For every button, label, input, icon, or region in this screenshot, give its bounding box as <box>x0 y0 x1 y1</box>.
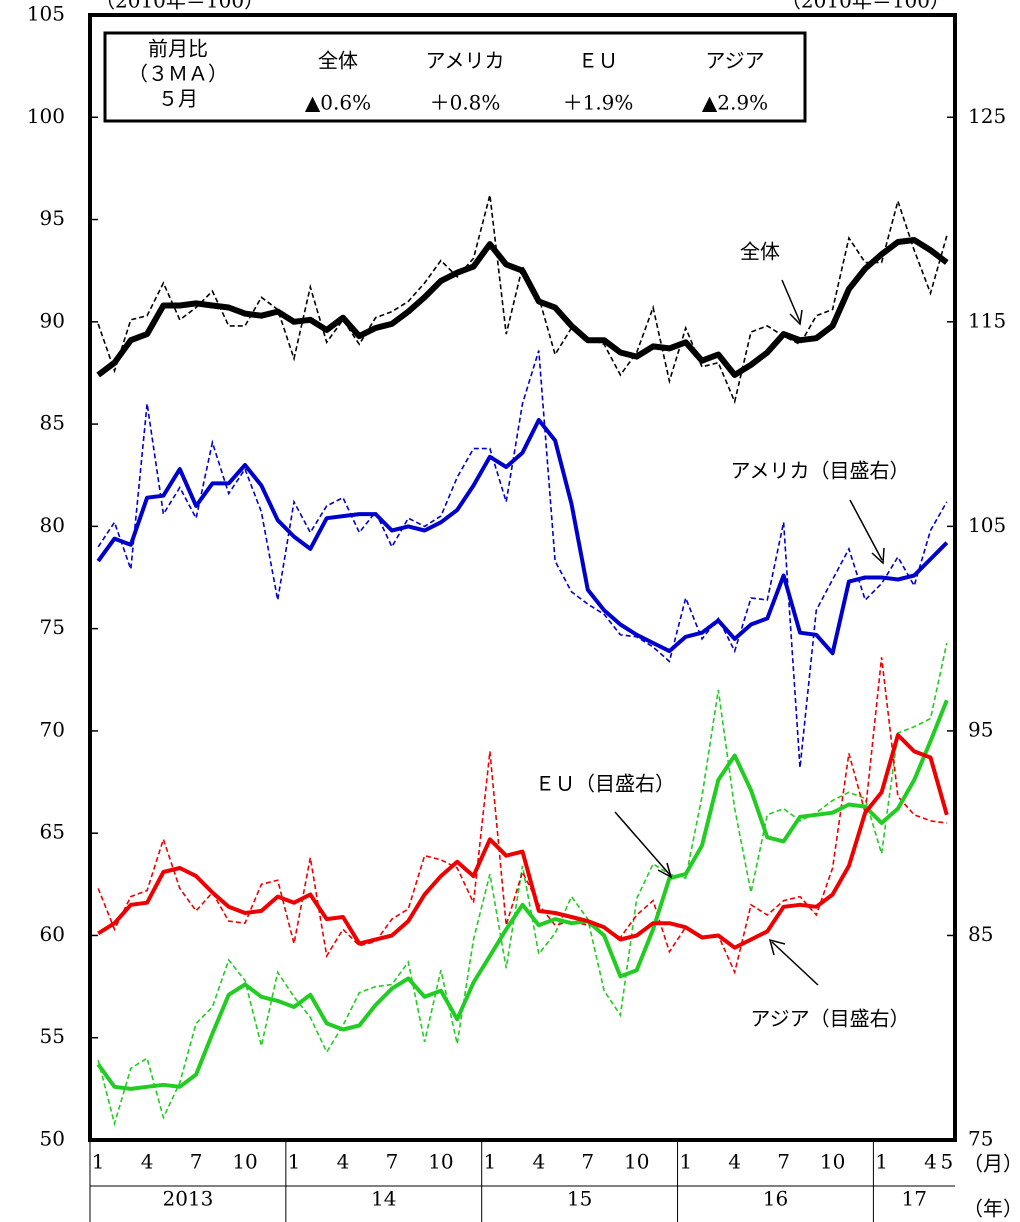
y-tick-label: 55 <box>40 1024 65 1048</box>
x-tick-label: 4 <box>532 1150 545 1174</box>
y2-tick-label: 115 <box>968 308 1006 332</box>
monthly-line <box>97 657 947 975</box>
table-column: 全体 <box>318 49 358 73</box>
year-label: 16 <box>763 1187 788 1211</box>
table-title: ５月 <box>158 87 198 111</box>
y-tick-label: 50 <box>40 1127 65 1151</box>
x-tick-label: 5 <box>940 1150 953 1174</box>
moving-average-line <box>97 733 949 950</box>
x-tick-label: 1 <box>875 1150 888 1174</box>
x-tick-label: 7 <box>190 1150 203 1174</box>
series-annotation: 全体 <box>740 240 780 264</box>
y-tick-label: 100 <box>27 104 65 128</box>
year-unit-label: （年） <box>963 1197 1020 1221</box>
table-title: 前月比 <box>148 37 208 61</box>
year-label: 14 <box>371 1187 396 1211</box>
table-column: ＥＵ <box>578 49 618 73</box>
annotation-arrows <box>614 279 885 986</box>
y2-tick-label: 125 <box>968 104 1006 128</box>
y-tick-label: 60 <box>40 922 65 946</box>
moving-average-line <box>96 418 949 656</box>
plot <box>96 194 949 1127</box>
plot-frame <box>88 13 957 1142</box>
x-tick-label: 4 <box>141 1150 154 1174</box>
y2-axis-label: （2010年＝100） <box>781 0 950 13</box>
series-annotation: アメリカ（目盛右） <box>731 459 910 483</box>
monthly-line <box>97 350 948 768</box>
y-axis-label: （2010年＝100） <box>95 0 264 13</box>
series-annotation: ＥＵ（目盛右） <box>535 772 675 796</box>
x-tick-label: 10 <box>232 1150 257 1174</box>
x-tick-label: 7 <box>581 1150 594 1174</box>
table-value: ＋1.9% <box>563 91 634 115</box>
table-column: アメリカ <box>426 49 505 73</box>
x-tick-label: 4 <box>728 1150 741 1174</box>
table-value: ▲0.6% <box>305 91 371 115</box>
x-tick-label: 10 <box>624 1150 649 1174</box>
y-tick-label: 75 <box>40 615 65 639</box>
y-tick-label: 85 <box>40 411 65 435</box>
y2-tick-label: 75 <box>968 1127 993 1151</box>
x-tick-label: 7 <box>777 1150 790 1174</box>
y-tick-label: 70 <box>40 717 65 741</box>
x-tick-label: 4 <box>924 1150 937 1174</box>
y2-tick-label: 85 <box>968 922 993 946</box>
moving-average-line <box>96 237 949 378</box>
y-tick-label: 95 <box>40 206 65 230</box>
x-tick-label: 1 <box>288 1150 301 1174</box>
y-tick-label: 90 <box>40 308 65 332</box>
x-tick-label: 4 <box>337 1150 350 1174</box>
monthly-line <box>97 194 948 405</box>
x-tick-label: 7 <box>386 1150 399 1174</box>
table-value: ＋0.8% <box>430 91 501 115</box>
year-label: 2013 <box>162 1187 213 1211</box>
x-tick-label: 1 <box>92 1150 105 1174</box>
y-tick-label: 65 <box>40 820 65 844</box>
year-label: 17 <box>901 1187 926 1211</box>
year-label: 15 <box>567 1187 592 1211</box>
y2-tick-label: 105 <box>968 513 1006 537</box>
x-tick-label: 1 <box>483 1150 496 1174</box>
moving-average-line <box>96 699 949 1091</box>
x-tick-label: 1 <box>679 1150 692 1174</box>
table-value: ▲2.9% <box>702 91 768 115</box>
x-tick-label: 10 <box>820 1150 845 1174</box>
table-title: （３ＭＡ） <box>128 62 228 86</box>
x-unit-label: （月） <box>963 1152 1020 1176</box>
monthly-line <box>97 642 948 1127</box>
summary-table <box>103 31 807 123</box>
y2-tick-label: 95 <box>968 717 993 741</box>
x-tick-label: 10 <box>428 1150 453 1174</box>
y-tick-label: 80 <box>40 513 65 537</box>
y-tick-label: 105 <box>27 2 65 26</box>
table-column: アジア <box>705 49 764 73</box>
series-annotation: アジア（目盛右） <box>750 1007 909 1031</box>
